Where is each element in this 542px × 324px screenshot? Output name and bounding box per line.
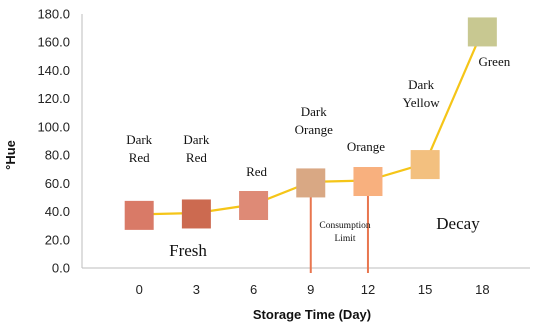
marker-label: Green — [478, 54, 510, 69]
marker-label: Red — [186, 150, 207, 165]
consumption-limit-label: Limit — [334, 234, 355, 244]
y-tick-label: 160.0 — [37, 35, 70, 50]
y-tick-label: 140.0 — [37, 63, 70, 78]
y-tick-label: 60.0 — [45, 176, 70, 191]
consumption-limit-label: Consumption — [319, 221, 370, 231]
data-marker — [410, 150, 440, 180]
marker-label: Red — [246, 164, 267, 179]
data-marker — [353, 167, 383, 197]
x-tick-label: 18 — [475, 282, 489, 297]
decay-label: Decay — [436, 214, 480, 233]
marker-label: Dark — [408, 77, 434, 92]
x-axis-title: Storage Time (Day) — [253, 307, 371, 322]
data-marker — [296, 168, 326, 198]
marker-label: Dark — [126, 132, 152, 147]
y-tick-label: 20.0 — [45, 232, 70, 247]
data-marker — [181, 199, 211, 229]
x-tick-label: 12 — [361, 282, 375, 297]
data-marker — [467, 17, 497, 47]
marker-label: Dark — [301, 104, 327, 119]
marker-labels: Dark Red Dark Red Red Dark Orange Orange Dark Yel… — [126, 54, 511, 179]
x-tick-label: 15 — [418, 282, 432, 297]
y-axis-title: °Hue — [3, 140, 18, 170]
marker-label: Orange — [347, 139, 385, 154]
y-tick-label: 0.0 — [52, 261, 70, 276]
data-marker — [124, 200, 154, 230]
y-tick-label: 40.0 — [45, 204, 70, 219]
axes — [81, 14, 530, 269]
y-tick-label: 120.0 — [37, 91, 70, 106]
tick-labels: 0.0 20.0 40.0 60.0 80.0 100.0 120.0 140.0 160.0 1… — [37, 7, 489, 298]
y-tick-label: 80.0 — [45, 148, 70, 163]
x-tick-label: 3 — [193, 282, 200, 297]
marker-label: Red — [129, 150, 150, 165]
marker-label: Yellow — [403, 95, 441, 110]
x-tick-label: 0 — [136, 282, 143, 297]
x-tick-label: 9 — [307, 282, 314, 297]
y-tick-label: 100.0 — [37, 119, 70, 134]
marker-label: Orange — [295, 122, 333, 137]
marker-label: Dark — [183, 132, 209, 147]
fresh-label: Fresh — [169, 241, 207, 260]
data-marker — [239, 191, 269, 220]
annotations: Fresh Decay Consumption Limit — [169, 214, 480, 260]
x-tick-label: 6 — [250, 282, 257, 297]
y-tick-label: 180.0 — [37, 7, 70, 22]
markers — [124, 17, 497, 230]
